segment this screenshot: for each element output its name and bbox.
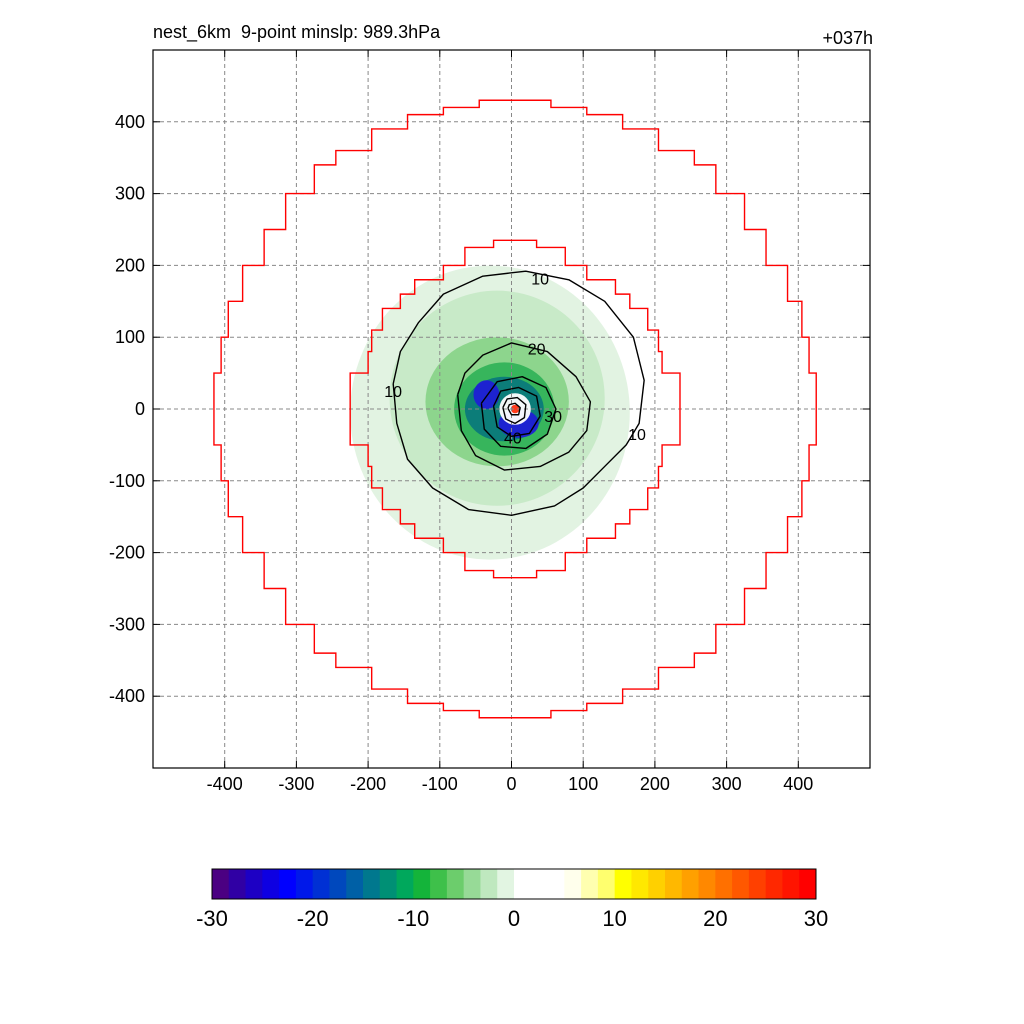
colorbar-segment xyxy=(799,869,817,899)
contour-label-10: 10 xyxy=(384,384,402,401)
x-tick-label: 100 xyxy=(568,774,598,794)
colorbar-segment xyxy=(732,869,750,899)
y-tick-label: -100 xyxy=(109,471,145,491)
contour-40 xyxy=(492,386,541,437)
colorbar-segment xyxy=(212,869,230,899)
colorbar-tick-label: 0 xyxy=(508,906,520,931)
colorbar-segment xyxy=(279,869,297,899)
colorbar-segment xyxy=(446,869,465,899)
colorbar-segment xyxy=(245,869,263,899)
colorbar-tick-label: 10 xyxy=(602,906,626,931)
colorbar-segment xyxy=(581,869,599,899)
colorbar-segment xyxy=(631,869,649,899)
axes: -400 -300 -200 -100 0 100 200 300 40040030020010… xyxy=(109,50,870,794)
colorbar-segment xyxy=(782,869,800,899)
colorbar-segment xyxy=(379,869,398,899)
colorbar-segment xyxy=(765,869,783,899)
contour-10 xyxy=(392,270,645,516)
colorbar-tick-label: 20 xyxy=(703,906,727,931)
y-tick-label: 200 xyxy=(115,255,145,275)
colorbar-segment xyxy=(614,869,632,899)
shaded-field xyxy=(350,265,630,560)
colorbar-segment xyxy=(262,869,280,899)
contour-label-40: 40 xyxy=(504,431,522,448)
contour-lines: 10 10 10 20 30 40 xyxy=(384,270,646,516)
x-tick-label: -300 xyxy=(278,774,314,794)
colorbar-tick-label: -10 xyxy=(397,906,429,931)
contour-inner-5 xyxy=(507,402,521,416)
chart-title: nest_6km 9-point minslp: 989.3hPa xyxy=(153,22,441,42)
colorbar-tick-label: -30 xyxy=(196,906,228,931)
contour-label-10: 10 xyxy=(628,427,646,444)
colorbar-segment xyxy=(295,869,314,899)
contour-label-10: 10 xyxy=(531,271,549,288)
y-tick-label: 300 xyxy=(115,184,145,204)
contour-20 xyxy=(457,342,592,471)
colorbar-segment xyxy=(312,869,330,899)
colorbar-segment xyxy=(228,869,247,899)
shaded-region-8 xyxy=(510,404,520,414)
y-tick-label: -200 xyxy=(109,543,145,563)
colorbar-segment xyxy=(681,869,700,899)
colorbar-segment xyxy=(748,869,767,899)
colorbar-segment xyxy=(463,869,481,899)
colorbar-segment xyxy=(363,869,381,899)
y-tick-label: -300 xyxy=(109,614,145,634)
colorbar-segment xyxy=(648,869,666,899)
colorbar-segment xyxy=(480,869,498,899)
colorbar-segment xyxy=(715,869,733,899)
grid-lines xyxy=(153,50,870,768)
colorbar-tick-label: 30 xyxy=(804,906,828,931)
contour-inner-4 xyxy=(502,396,527,425)
forecast-hour-label: +037h xyxy=(822,28,873,48)
y-tick-label: -400 xyxy=(109,686,145,706)
contour-label-30: 30 xyxy=(544,409,562,426)
x-tick-label: 0 xyxy=(506,774,516,794)
colorbar-segment xyxy=(497,869,515,899)
colorbar-segment xyxy=(430,869,448,899)
colorbar-segment xyxy=(547,869,565,899)
y-tick-label: 400 xyxy=(115,112,145,132)
contour-label-20: 20 xyxy=(528,342,546,359)
x-tick-label: 200 xyxy=(640,774,670,794)
colorbar-frame xyxy=(211,868,817,900)
x-tick-label: -400 xyxy=(207,774,243,794)
y-tick-label: 100 xyxy=(115,327,145,347)
x-tick-label: -200 xyxy=(350,774,386,794)
colorbar-segment xyxy=(514,869,532,899)
colorbar-segment xyxy=(698,869,716,899)
colorbar-segment xyxy=(530,869,549,899)
y-tick-label: 0 xyxy=(135,399,145,419)
colorbar-tick-label: -20 xyxy=(297,906,329,931)
colorbar-segment xyxy=(329,869,347,899)
colorbar-segment xyxy=(413,869,431,899)
colorbar-segment xyxy=(665,869,683,899)
colorbar-segment xyxy=(597,869,616,899)
x-tick-label: 400 xyxy=(783,774,813,794)
colorbar-segment xyxy=(346,869,364,899)
x-tick-label: 300 xyxy=(712,774,742,794)
colorbar-segment xyxy=(564,869,582,899)
x-tick-label: -100 xyxy=(422,774,458,794)
colorbar: -30 -20 -10 0 10 20 30 xyxy=(196,868,828,931)
contour-30 xyxy=(480,375,557,450)
outline-inner xyxy=(349,239,681,579)
domain-outlines xyxy=(213,99,817,719)
colorbar-segment xyxy=(396,869,414,899)
outline-outer xyxy=(213,99,817,719)
